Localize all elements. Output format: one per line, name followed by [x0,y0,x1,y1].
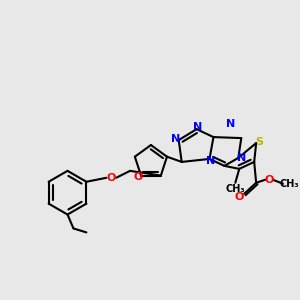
Text: N: N [171,134,180,144]
Text: S: S [255,137,263,147]
Text: N: N [206,156,215,166]
Text: N: N [226,119,235,129]
Text: O: O [106,173,116,183]
Text: O: O [133,172,143,182]
Text: CH₃: CH₃ [226,184,245,194]
Text: N: N [237,153,246,163]
Text: N: N [193,122,202,132]
Text: CH₃: CH₃ [279,179,299,189]
Text: O: O [235,192,244,202]
Text: O: O [264,175,274,185]
